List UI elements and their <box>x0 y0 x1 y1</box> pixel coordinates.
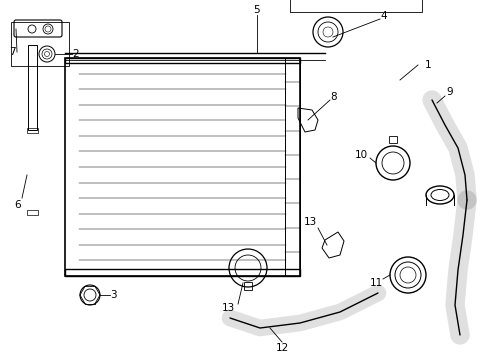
Text: 3: 3 <box>110 290 117 300</box>
Text: 1: 1 <box>425 60 432 70</box>
Bar <box>28 45 37 130</box>
Text: 10: 10 <box>355 150 368 160</box>
Text: 8: 8 <box>330 92 337 102</box>
Text: 11: 11 <box>370 278 383 288</box>
Bar <box>27 210 38 215</box>
Text: 6: 6 <box>15 200 21 210</box>
Text: 4: 4 <box>380 11 387 21</box>
Text: 13: 13 <box>221 303 235 313</box>
Text: 7: 7 <box>9 47 15 57</box>
Bar <box>27 128 38 133</box>
Bar <box>65 269 300 276</box>
Bar <box>389 136 397 143</box>
Bar <box>285 58 300 276</box>
Text: 9: 9 <box>447 87 453 97</box>
Bar <box>290 0 422 12</box>
Bar <box>244 282 252 290</box>
Text: 2: 2 <box>72 49 78 59</box>
Text: 5: 5 <box>254 5 260 15</box>
Bar <box>65 58 300 63</box>
Bar <box>11 22 69 66</box>
Text: 13: 13 <box>303 217 317 227</box>
Bar <box>65 58 300 276</box>
Text: 12: 12 <box>275 343 289 353</box>
